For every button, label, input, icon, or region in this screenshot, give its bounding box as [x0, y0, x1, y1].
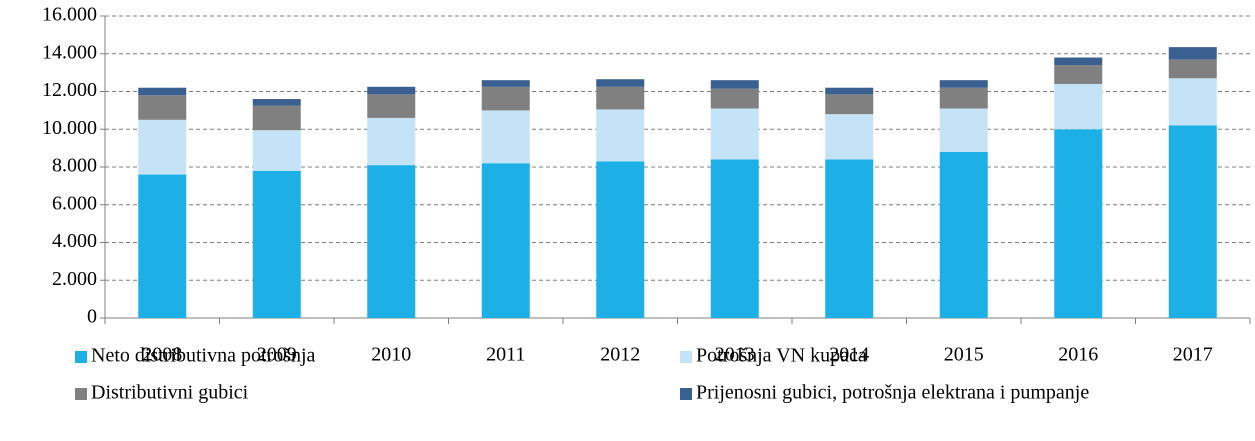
y-tick-label: 4.000 — [52, 230, 97, 252]
bar-segment — [710, 159, 759, 318]
legend-label: Prijenosni gubici, potrošnja elektrana i… — [696, 382, 1089, 404]
bar-segment — [138, 174, 187, 318]
bar-segment — [252, 170, 301, 318]
legend-swatch — [75, 351, 87, 363]
bar-segment — [367, 86, 416, 95]
bar-segment — [481, 110, 530, 164]
bar-segment — [367, 117, 416, 166]
bar-segment — [939, 87, 988, 109]
bar-segment — [825, 87, 874, 95]
bar-segment — [481, 80, 530, 87]
bar-segment — [252, 105, 301, 131]
bar-segment — [138, 119, 187, 175]
bar-segment — [1054, 129, 1103, 318]
y-tick-label: 14.000 — [42, 41, 97, 63]
bar-segment — [1168, 125, 1217, 318]
y-tick-label: 0 — [87, 306, 97, 328]
x-tick-label: 2010 — [371, 344, 411, 366]
y-tick-label: 16.000 — [42, 4, 97, 26]
bar-segment — [138, 95, 187, 120]
bar-segment — [1054, 83, 1103, 130]
bar-segment — [367, 94, 416, 118]
legend-swatch — [680, 388, 692, 400]
bar-segment — [710, 88, 759, 109]
bar-segment — [710, 80, 759, 89]
x-tick-label: 2009 — [257, 344, 297, 366]
legend-label: Potrošnja VN kupaca — [696, 345, 867, 367]
bar-segment — [252, 130, 301, 171]
bar-segment — [1054, 57, 1103, 66]
x-tick-label: 2015 — [944, 344, 984, 366]
bar-segment — [138, 87, 187, 96]
bar-segment — [481, 163, 530, 318]
bar-segment — [710, 108, 759, 160]
bar-segment — [596, 161, 645, 318]
bar-segment — [939, 80, 988, 88]
bar-segment — [939, 151, 988, 318]
bar-segment — [252, 99, 301, 106]
y-tick-label: 6.000 — [52, 192, 97, 214]
x-tick-label: 2013 — [715, 344, 755, 366]
legend-swatch — [680, 351, 692, 363]
bar-segment — [939, 108, 988, 152]
bar-segment — [596, 109, 645, 162]
y-tick-label: 2.000 — [52, 268, 97, 290]
x-tick-label: 2012 — [600, 344, 640, 366]
x-tick-label: 2014 — [829, 344, 869, 366]
legend-label: Distributivni gubici — [91, 382, 249, 404]
bar-segment — [481, 86, 530, 111]
x-tick-label: 2008 — [142, 344, 182, 366]
y-tick-label: 12.000 — [42, 79, 97, 101]
bar-segment — [825, 114, 874, 160]
bar-segment — [596, 86, 645, 110]
y-tick-label: 10.000 — [42, 117, 97, 139]
bar-segment — [367, 165, 416, 318]
x-tick-label: 2016 — [1058, 344, 1098, 366]
bar-segment — [1054, 65, 1103, 84]
x-tick-label: 2011 — [486, 344, 525, 366]
bar-segment — [1168, 78, 1217, 126]
legend-swatch — [75, 388, 87, 400]
y-tick-label: 8.000 — [52, 155, 97, 177]
legend-label: Neto distributivna potrošnja — [91, 345, 316, 367]
bar-segment — [1168, 47, 1217, 60]
x-tick-label: 2017 — [1173, 344, 1213, 366]
bar-segment — [825, 94, 874, 115]
bar-segment — [1168, 59, 1217, 79]
bar-segment — [825, 159, 874, 318]
bar-segment — [596, 79, 645, 87]
